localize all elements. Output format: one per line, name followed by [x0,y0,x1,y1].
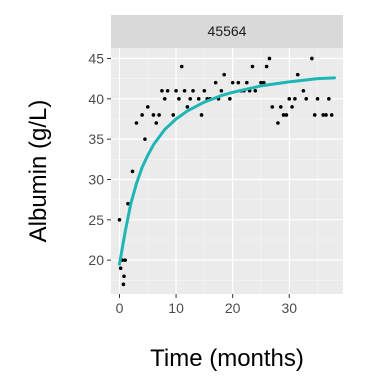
data-point [162,97,167,101]
data-point [236,80,241,85]
data-point [321,113,325,117]
y-tick-label: 35 [88,131,104,147]
data-point [261,80,266,85]
data-point [327,97,331,101]
data-point [154,121,159,125]
data-point [123,258,127,262]
x-tick-label: 20 [225,300,241,316]
data-point [245,80,249,85]
data-point [122,274,126,279]
data-point [250,64,255,69]
data-point [143,137,147,141]
data-point [287,97,292,101]
y-tick-label: 45 [88,50,104,66]
data-point [160,88,164,93]
data-point [312,113,317,117]
data-point [329,113,334,117]
data-point [304,97,309,101]
data-point [199,113,204,117]
data-point [293,97,297,101]
data-point [267,56,272,61]
data-point [259,80,263,85]
data-point [165,88,170,93]
data-point [230,80,235,85]
data-point [177,97,181,101]
data-point [290,105,294,109]
data-point [151,113,156,117]
x-tick-label: 30 [281,300,297,316]
data-point [145,105,150,109]
data-layer [117,56,337,287]
data-point [179,64,184,69]
data-point [182,88,187,93]
y-axis-title: Albumin (g/L) [25,100,52,243]
data-point [117,217,122,222]
data-point [219,88,224,93]
data-point [315,97,320,101]
y-tick-label: 25 [88,212,104,228]
data-point [121,282,126,287]
data-point [276,121,280,125]
data-point [253,88,258,93]
axis-ticks: 0 10 20 30 20 25 30 35 40 45 [88,50,297,316]
data-point [278,105,283,109]
panel-background [111,48,343,294]
data-point [196,97,201,101]
data-point [191,88,195,93]
y-tick-label: 30 [88,171,104,187]
data-point [295,72,300,77]
data-point [126,201,130,206]
data-point [134,121,139,125]
fitted-curve [117,76,337,266]
data-point [310,56,314,61]
data-point [174,88,178,93]
y-tick-label: 20 [88,252,104,268]
data-point [228,97,232,101]
data-point [188,97,193,101]
data-point [202,88,207,93]
data-point [213,80,218,85]
data-point [140,113,144,117]
data-point [222,72,226,77]
x-tick-label: 10 [168,300,184,316]
y-tick-label: 40 [88,91,104,107]
facet-label: 45564 [208,23,247,39]
data-point [281,113,286,117]
facet-strip [111,15,343,48]
data-point [301,88,306,93]
data-point [270,105,275,109]
data-point [264,64,269,69]
data-point [130,169,135,174]
x-axis-title: Time (months) [150,345,304,372]
x-tick-label: 0 [116,300,124,316]
data-point [171,113,176,117]
data-point [185,105,190,109]
data-point [157,113,161,117]
data-point [324,113,328,117]
data-point [284,113,289,117]
data-point [118,266,123,270]
